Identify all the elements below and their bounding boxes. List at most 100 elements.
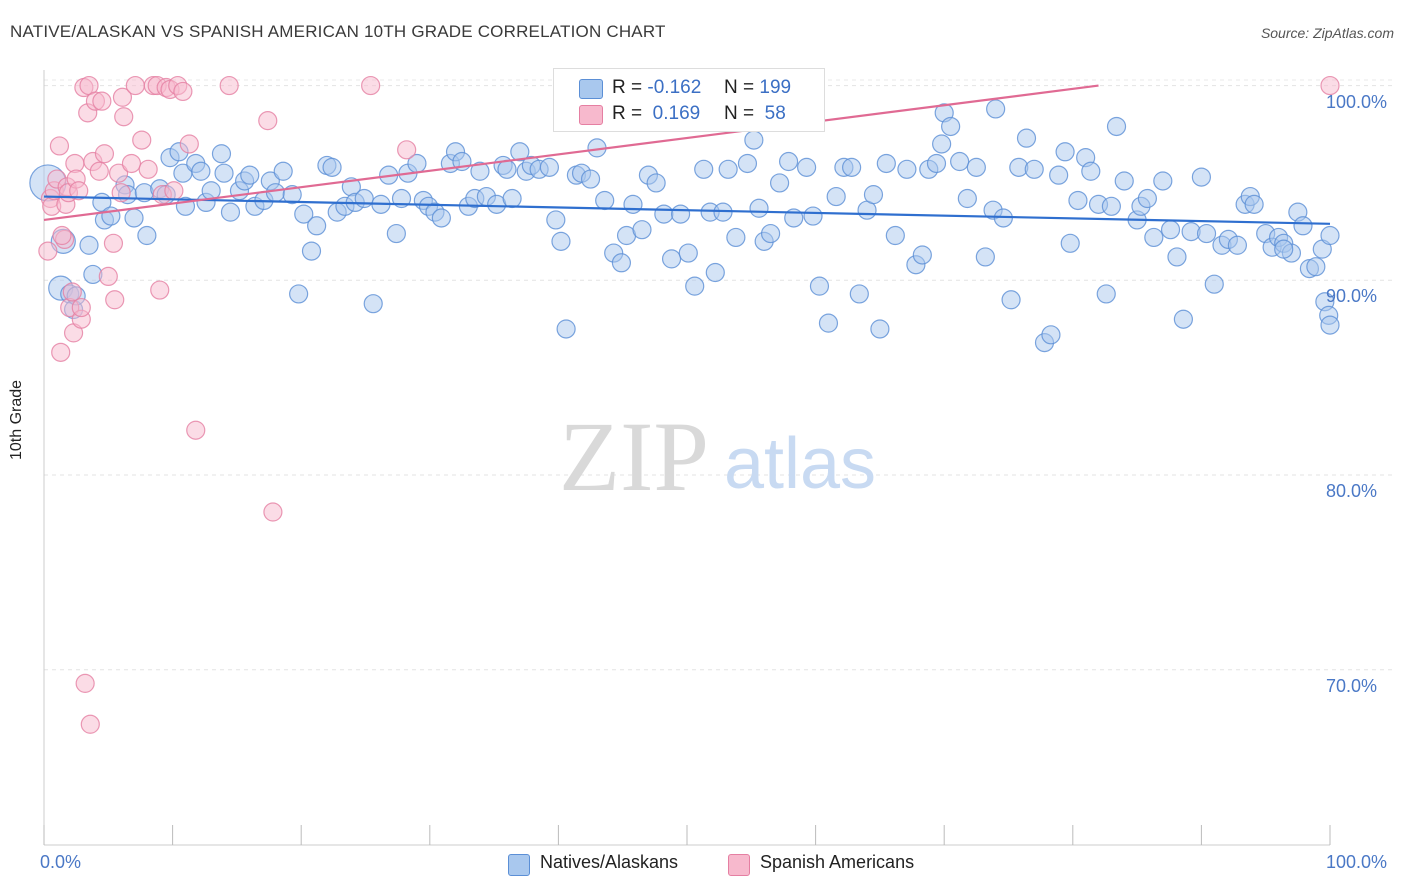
native-point [818,313,839,333]
native-point [1204,274,1224,294]
native-point [950,151,970,172]
spanish-point [150,280,170,300]
native-point [778,151,799,172]
native-point [301,241,322,261]
spanish-point [125,75,145,96]
native-point [551,231,571,251]
native-point [211,144,232,164]
spanish-point [114,107,134,127]
y-tick-label: 70.0% [1326,675,1378,696]
spanish-point [179,134,199,154]
native-point [431,208,451,228]
native-point [191,161,211,181]
native-point [386,223,406,244]
native-point [1068,190,1088,211]
legend-swatch-spanish [579,105,603,125]
native-point [744,130,764,150]
series-natives-points [29,99,1340,353]
spanish-point [80,714,100,734]
y-axis-label: 10th Grade [8,379,25,460]
native-point [678,243,698,263]
spanish-point [69,181,89,201]
native-point [870,319,890,339]
native-point [661,249,682,269]
native-point [966,157,986,177]
native-point [1153,171,1173,191]
native-point [214,163,234,183]
native-point [957,188,977,209]
native-point [1114,171,1134,191]
spanish-point [49,136,70,156]
native-point [726,227,746,248]
native-point [1101,196,1121,216]
native-point [1137,188,1157,209]
native-point [289,284,309,304]
native-point [1244,194,1264,214]
native-point [623,194,643,214]
native-point [595,190,615,211]
native-point [539,157,559,177]
spanish-point [132,130,152,150]
native-point [849,284,869,304]
native-point [1096,284,1116,304]
native-point [137,225,157,246]
native-point [705,262,725,283]
native-point [1191,167,1212,187]
native-point [926,153,947,174]
native-point [510,142,530,162]
native-point [1274,239,1294,259]
spanish-point [361,75,381,96]
spanish-point [263,502,283,522]
native-point [1055,142,1075,162]
native-point [654,204,674,224]
spanish-point [112,87,133,107]
native-point [885,225,905,246]
native-point [1320,315,1340,335]
x-tick-label-max: 100.0% [1326,852,1388,872]
native-point [1306,257,1326,277]
native-point [502,188,522,209]
native-point [354,188,374,209]
spanish-point [52,225,72,246]
native-point [694,159,714,179]
native-point [912,245,932,265]
native-point [876,153,896,174]
native-point [282,185,302,205]
native-point [670,204,691,224]
native-point [1320,225,1340,246]
native-point [749,198,769,218]
legend-row-spanish: R = 0.169 N = 58 [554,101,824,127]
native-point [842,157,862,177]
spanish-point [173,81,193,102]
native-point [1173,309,1193,329]
spanish-point [121,153,142,174]
native-point [809,276,830,296]
spanish-point [62,282,82,302]
native-point [265,183,286,203]
native-point [273,161,293,181]
bottom-legend-label-spanish: Spanish Americans [760,852,915,872]
x-tick-label-min: 0.0% [40,852,82,872]
native-point [796,157,817,177]
native-point [1106,116,1127,137]
y-tick-label: 100.0% [1326,91,1388,112]
spanish-point [94,144,115,164]
native-point [1144,227,1164,248]
trend-line-natives [43,195,1331,225]
spanish-point [103,233,124,253]
native-point [79,235,99,255]
trend-line-spanish [43,84,1099,222]
correlation-legend: R = -0.162 N = 199 R = 0.169 N = 58 [553,68,825,132]
native-point [1024,159,1044,179]
watermark-atlas: atlas [724,424,876,504]
y-tick-label: 80.0% [1326,481,1378,502]
legend-n-natives: N = 199 [724,77,792,98]
spanish-point [51,342,71,362]
legend-r-spanish: R = 0.169 [612,103,701,124]
native-point [1160,220,1181,240]
series-spanish-points [38,75,1340,734]
native-point [1293,216,1313,236]
native-point [497,159,517,179]
native-point [1001,290,1021,310]
